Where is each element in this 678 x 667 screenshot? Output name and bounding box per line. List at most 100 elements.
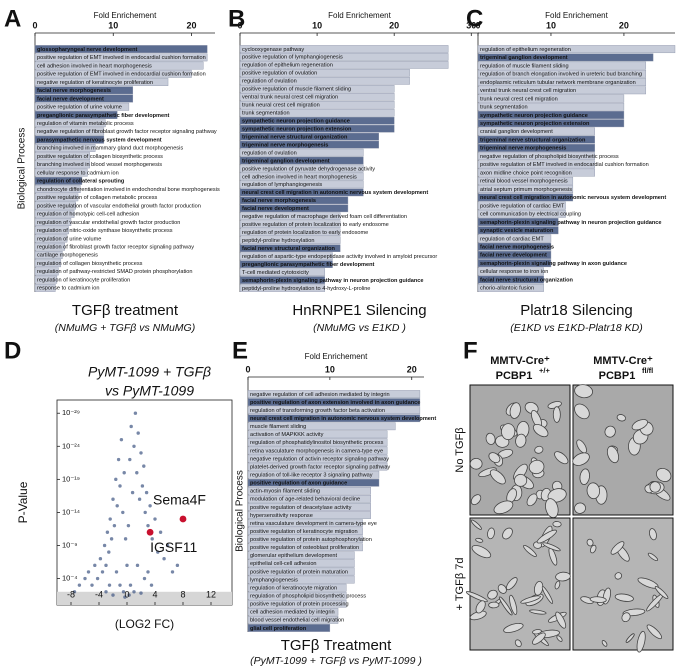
bar bbox=[239, 93, 395, 101]
x-tick-label: 0 bbox=[237, 20, 242, 30]
point bbox=[111, 497, 115, 501]
bar-label: trigeminal nerve structural organization bbox=[242, 134, 348, 140]
point bbox=[111, 593, 115, 597]
point bbox=[142, 464, 146, 468]
cell bbox=[465, 591, 488, 603]
point bbox=[165, 543, 170, 548]
y-axis-label: Biological Process bbox=[235, 470, 246, 552]
bar-label: regulation of collateral sprouting bbox=[37, 179, 125, 185]
bar-label: axon midline choice point recognition bbox=[480, 170, 572, 176]
cell bbox=[509, 594, 518, 615]
y-axis-label: Biological Process bbox=[17, 128, 28, 210]
bar-label: regulation of muscle filament sliding bbox=[480, 63, 569, 69]
cell bbox=[654, 586, 669, 600]
bar-label: neural crest cell migration in autonomic… bbox=[250, 416, 436, 422]
bar bbox=[247, 591, 347, 600]
bar-label: regulation of aspartic-type endopeptidas… bbox=[242, 254, 437, 260]
bar bbox=[477, 160, 595, 169]
bar-label: preganglionic parasympathetic fiber deve… bbox=[242, 262, 375, 268]
cell bbox=[554, 451, 569, 465]
cell bbox=[631, 419, 648, 431]
cell bbox=[487, 589, 498, 600]
bar-label: blood vessel endothelial cell migration bbox=[250, 618, 344, 624]
panel-letter: B bbox=[228, 5, 245, 32]
bar-label: preganglionic parasympathetic fiber deve… bbox=[37, 113, 170, 119]
bar-label: regulation of keratinocyte proliferation bbox=[37, 277, 130, 283]
column-header: MMTV-Cre⁺ bbox=[593, 355, 653, 367]
bar bbox=[239, 100, 395, 109]
bar bbox=[247, 478, 380, 487]
micrograph bbox=[465, 517, 571, 651]
micrograph-bg bbox=[572, 517, 674, 651]
bar-label: muscle filament sliding bbox=[250, 424, 306, 430]
bar bbox=[34, 160, 90, 169]
x-tick-label: 12 bbox=[206, 589, 216, 599]
point bbox=[135, 563, 140, 568]
column-header: MMTV-Cre⁺ bbox=[490, 355, 550, 367]
point bbox=[90, 583, 94, 587]
cell bbox=[471, 545, 492, 559]
x-axis-label: Fold Enrichement bbox=[305, 352, 368, 361]
row-label: + TGFβ 7d bbox=[454, 558, 466, 611]
bar-label: trunk neural crest cell migration bbox=[480, 96, 558, 102]
cell bbox=[534, 445, 544, 454]
bar bbox=[247, 495, 371, 503]
point bbox=[128, 457, 132, 462]
point bbox=[104, 563, 108, 568]
bar-label: cartilage morphogenesis bbox=[37, 253, 98, 259]
bar bbox=[239, 268, 326, 276]
bar-label: retinal blood vessel morphogenesis bbox=[480, 179, 568, 185]
panel-letter: C bbox=[466, 5, 483, 32]
cell bbox=[636, 630, 646, 653]
cell bbox=[541, 586, 554, 604]
bar bbox=[34, 86, 134, 95]
x-tick-label: 10 bbox=[546, 20, 556, 30]
cell bbox=[523, 545, 537, 557]
bar bbox=[239, 284, 326, 292]
cell bbox=[475, 537, 484, 543]
bar bbox=[477, 111, 625, 119]
cell bbox=[614, 572, 623, 580]
bar-label: facial nerve morphogenesis bbox=[480, 245, 554, 251]
bar bbox=[247, 414, 421, 423]
bar-label: peptidyl-proline hydroxylation bbox=[242, 238, 314, 244]
cell bbox=[497, 584, 507, 594]
bar-label: regulation of pathway-restricted SMAD pr… bbox=[37, 269, 192, 275]
bar bbox=[477, 251, 552, 259]
bar bbox=[239, 188, 364, 197]
bar bbox=[247, 430, 388, 439]
bar bbox=[34, 185, 81, 194]
bar-label: negative regulation of keratinocyte prol… bbox=[37, 80, 153, 86]
point bbox=[112, 523, 117, 528]
x-tick-label: 10 bbox=[312, 20, 322, 30]
bar-label: retina vasculature development in camera… bbox=[250, 521, 377, 527]
cell bbox=[610, 541, 625, 555]
bar-label: positive regulation of EMT involved in e… bbox=[37, 72, 206, 78]
bar-label: regulation of ovulation bbox=[242, 79, 297, 85]
point bbox=[130, 490, 135, 495]
cell bbox=[489, 469, 506, 485]
bar bbox=[477, 102, 625, 111]
bar-label: trigeminal ganglion development bbox=[480, 55, 568, 61]
cell bbox=[616, 414, 626, 422]
bar bbox=[247, 519, 363, 527]
bar-label: cell communication by electrical couplin… bbox=[480, 212, 581, 218]
x-tick-label: 20 bbox=[389, 20, 399, 30]
bar bbox=[34, 234, 68, 243]
point bbox=[139, 451, 143, 455]
bar-label: regulation of phospholipid biosynthetic … bbox=[250, 593, 366, 599]
bar bbox=[239, 236, 341, 244]
chart-title: TGFβ treatment bbox=[72, 302, 179, 319]
bar-label: hypersensitivity response bbox=[250, 513, 313, 519]
cell bbox=[532, 629, 542, 635]
bar-label: response to cadmium ion bbox=[37, 286, 100, 292]
point bbox=[104, 590, 108, 594]
point bbox=[108, 517, 112, 521]
point bbox=[98, 557, 103, 561]
x-tick-label: 20 bbox=[187, 20, 197, 30]
point bbox=[118, 484, 122, 488]
bar-label: positive regulation of collagen biosynth… bbox=[37, 154, 163, 160]
cell bbox=[470, 494, 482, 506]
bar-label: positive regulation of keratinocyte migr… bbox=[250, 529, 358, 535]
